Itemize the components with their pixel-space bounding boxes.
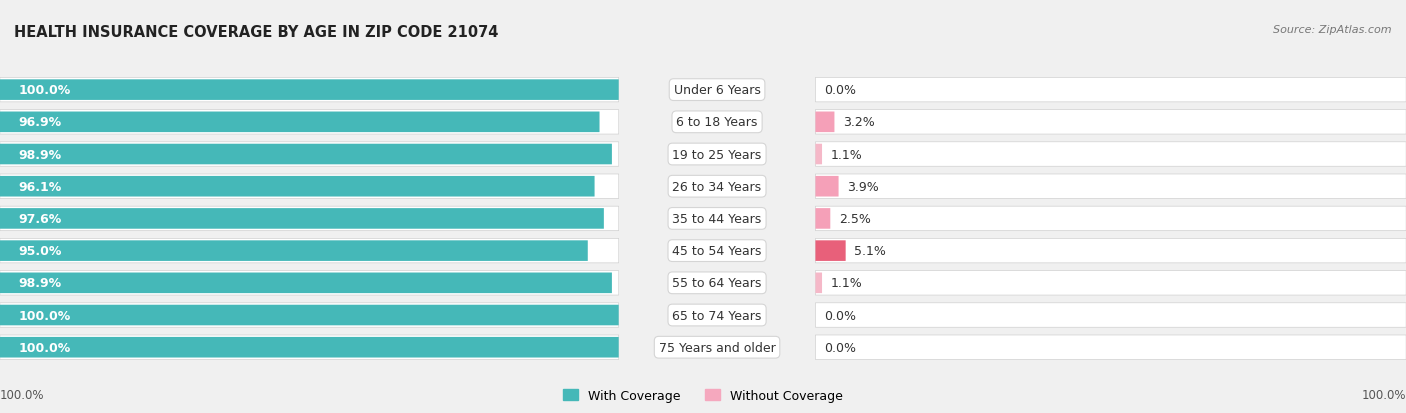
Text: Source: ZipAtlas.com: Source: ZipAtlas.com (1274, 25, 1392, 35)
FancyBboxPatch shape (0, 337, 619, 358)
FancyBboxPatch shape (815, 241, 845, 261)
FancyBboxPatch shape (0, 241, 588, 261)
Text: 1.1%: 1.1% (831, 277, 863, 290)
Text: HEALTH INSURANCE COVERAGE BY AGE IN ZIP CODE 21074: HEALTH INSURANCE COVERAGE BY AGE IN ZIP … (14, 25, 499, 40)
Text: 65 to 74 Years: 65 to 74 Years (672, 309, 762, 322)
FancyBboxPatch shape (815, 303, 1406, 328)
Text: 45 to 54 Years: 45 to 54 Years (672, 244, 762, 257)
Text: 98.9%: 98.9% (18, 277, 62, 290)
FancyBboxPatch shape (0, 273, 612, 293)
Legend: With Coverage, Without Coverage: With Coverage, Without Coverage (558, 384, 848, 407)
FancyBboxPatch shape (815, 335, 1406, 360)
FancyBboxPatch shape (0, 78, 619, 102)
Text: 1.1%: 1.1% (831, 148, 863, 161)
Text: 26 to 34 Years: 26 to 34 Years (672, 180, 762, 193)
FancyBboxPatch shape (0, 110, 619, 135)
Text: 2.5%: 2.5% (839, 212, 870, 225)
Text: 3.9%: 3.9% (848, 180, 879, 193)
Text: 19 to 25 Years: 19 to 25 Years (672, 148, 762, 161)
FancyBboxPatch shape (815, 78, 1406, 102)
FancyBboxPatch shape (815, 273, 823, 293)
Text: 98.9%: 98.9% (18, 148, 62, 161)
FancyBboxPatch shape (815, 175, 1406, 199)
Text: 0.0%: 0.0% (824, 341, 856, 354)
FancyBboxPatch shape (0, 271, 619, 295)
FancyBboxPatch shape (0, 206, 619, 231)
Text: 55 to 64 Years: 55 to 64 Years (672, 277, 762, 290)
Text: 0.0%: 0.0% (824, 84, 856, 97)
FancyBboxPatch shape (0, 142, 619, 167)
FancyBboxPatch shape (815, 112, 834, 133)
FancyBboxPatch shape (815, 110, 1406, 135)
Text: 97.6%: 97.6% (18, 212, 62, 225)
FancyBboxPatch shape (0, 112, 599, 133)
Text: Under 6 Years: Under 6 Years (673, 84, 761, 97)
Text: 5.1%: 5.1% (855, 244, 886, 257)
Text: 95.0%: 95.0% (18, 244, 62, 257)
Text: 100.0%: 100.0% (1361, 388, 1406, 401)
FancyBboxPatch shape (0, 305, 619, 325)
FancyBboxPatch shape (815, 206, 1406, 231)
Text: 100.0%: 100.0% (0, 388, 45, 401)
Text: 3.2%: 3.2% (844, 116, 875, 129)
FancyBboxPatch shape (815, 142, 1406, 167)
FancyBboxPatch shape (0, 145, 612, 165)
FancyBboxPatch shape (0, 175, 619, 199)
Text: 96.1%: 96.1% (18, 180, 62, 193)
FancyBboxPatch shape (815, 145, 823, 165)
Text: 100.0%: 100.0% (18, 309, 70, 322)
Text: 75 Years and older: 75 Years and older (658, 341, 776, 354)
FancyBboxPatch shape (815, 239, 1406, 263)
Text: 6 to 18 Years: 6 to 18 Years (676, 116, 758, 129)
FancyBboxPatch shape (815, 209, 831, 229)
FancyBboxPatch shape (815, 271, 1406, 295)
Text: 100.0%: 100.0% (18, 341, 70, 354)
FancyBboxPatch shape (0, 303, 619, 328)
Text: 35 to 44 Years: 35 to 44 Years (672, 212, 762, 225)
FancyBboxPatch shape (0, 176, 595, 197)
Text: 96.9%: 96.9% (18, 116, 62, 129)
FancyBboxPatch shape (0, 335, 619, 360)
FancyBboxPatch shape (0, 209, 603, 229)
FancyBboxPatch shape (0, 80, 619, 101)
FancyBboxPatch shape (0, 239, 619, 263)
Text: 100.0%: 100.0% (18, 84, 70, 97)
FancyBboxPatch shape (815, 176, 838, 197)
Text: 0.0%: 0.0% (824, 309, 856, 322)
